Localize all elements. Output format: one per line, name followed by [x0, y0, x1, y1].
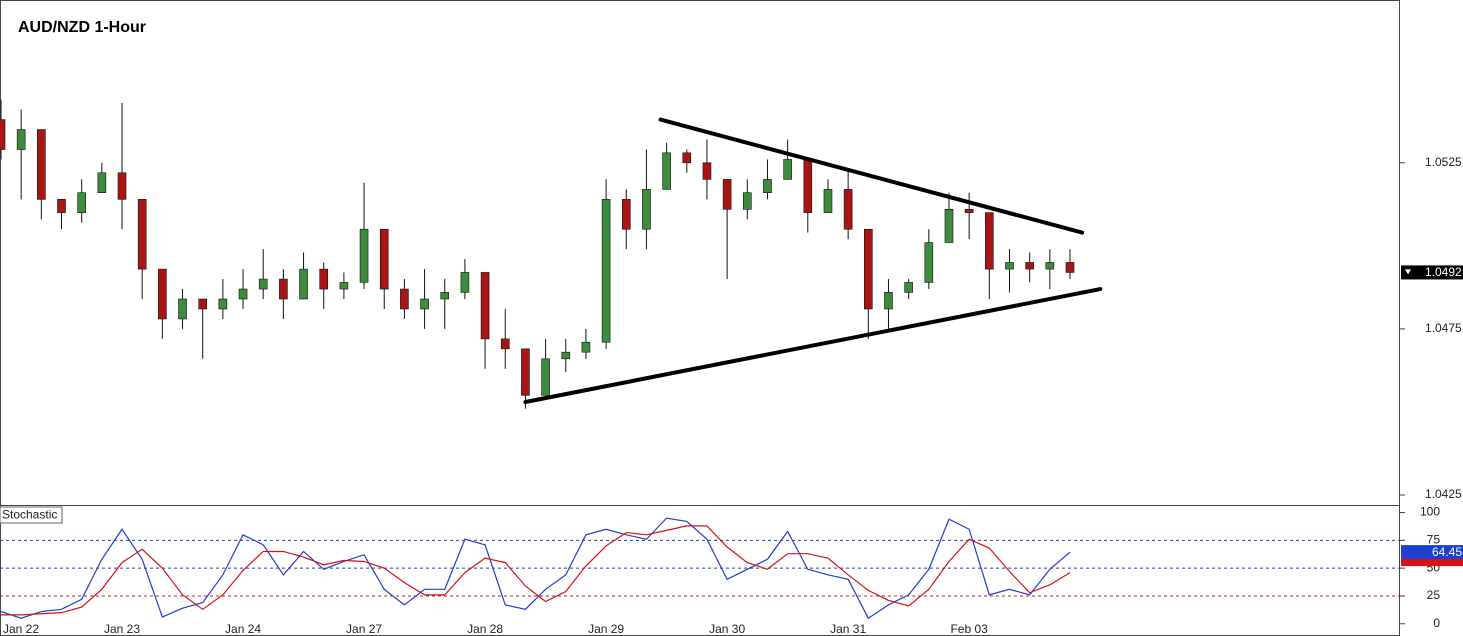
x-tick-label: Jan 24 [225, 622, 261, 636]
value-label-box [1401, 545, 1463, 560]
candle-body [379, 228, 389, 290]
candle-body [783, 159, 792, 180]
candle-body [864, 228, 873, 310]
candle-body [521, 348, 530, 396]
candle-body [258, 278, 268, 290]
candle-body [843, 189, 853, 230]
value-label-box-d [1401, 558, 1463, 567]
candle-body [420, 298, 429, 310]
candle-body [178, 298, 187, 320]
indicator-title: Stochastic [2, 508, 57, 522]
y-tick-label: 100 [1420, 505, 1440, 519]
candle-body [763, 179, 772, 193]
y-tick-label: 0 [1433, 616, 1440, 630]
y-tick-label: 1.0475 [1425, 321, 1462, 335]
candle-body [944, 209, 954, 243]
candle-body [319, 268, 329, 290]
trendline [658, 117, 1085, 235]
x-tick-label: Jan 29 [588, 622, 624, 636]
candle-body [541, 358, 550, 396]
stochastic-line [1, 525, 1071, 616]
candle-body [1005, 262, 1014, 270]
candle-body [601, 199, 611, 343]
candle-body [1025, 262, 1034, 270]
candle-body [581, 341, 591, 353]
candle-body [460, 272, 470, 293]
y-tick-label: 75 [1427, 533, 1441, 547]
candle-body [803, 159, 813, 213]
y-tick-label: 1.0425 [1425, 487, 1462, 501]
candle-body [823, 189, 833, 213]
candle-body [1065, 262, 1075, 273]
candle-body [1045, 262, 1055, 270]
candle-body [964, 209, 974, 213]
candle-body [702, 162, 712, 180]
candle-body [299, 268, 308, 300]
candle-body [682, 152, 692, 164]
candle-body [339, 282, 349, 290]
candle-body [924, 242, 934, 283]
candle-body [561, 351, 571, 360]
stochastic-value-label: 64.45 [1432, 545, 1462, 559]
candle-body [158, 268, 167, 320]
candle-body [359, 228, 369, 283]
candle-body [621, 199, 631, 230]
candle-body [722, 179, 732, 210]
candle-body [904, 282, 913, 293]
trendline [523, 287, 1103, 405]
candle-body [279, 278, 288, 300]
candle-body [480, 272, 490, 340]
x-tick-label: Jan 28 [467, 622, 503, 636]
x-tick-label: Jan 22 [3, 622, 39, 636]
x-tick-label: Jan 27 [346, 622, 382, 636]
candle-body [884, 292, 893, 310]
candle-body [16, 129, 26, 150]
candle-body [117, 172, 127, 200]
candle-body [238, 288, 248, 300]
price-pane [0, 99, 1103, 409]
candle-body [985, 212, 994, 270]
last-price-arrow [1405, 269, 1411, 275]
stochastic-pane [0, 517, 1400, 620]
candle-body [500, 338, 510, 350]
candle-body [37, 129, 46, 200]
candle-body [97, 172, 107, 193]
candle-body [440, 292, 450, 300]
candle-body [57, 199, 66, 213]
candle-body [218, 298, 228, 310]
x-tick-label: Jan 31 [830, 622, 866, 636]
x-tick-label: Jan 30 [709, 622, 745, 636]
x-tick-label: Feb 03 [950, 622, 988, 636]
last-price-box [1401, 265, 1463, 280]
candle-body [742, 192, 752, 210]
chart-title: AUD/NZD 1-Hour [18, 19, 146, 36]
candle-body [662, 152, 671, 190]
stochastic-line [0, 517, 1071, 620]
candle-body [400, 288, 409, 310]
candle-body [198, 298, 207, 310]
candle-body [642, 189, 651, 230]
indicator-label-box [0, 506, 63, 524]
candle-body [137, 199, 147, 270]
y-tick-label: 25 [1427, 588, 1441, 602]
y-tick-label: 1.0525 [1425, 155, 1462, 169]
last-price-label: 1.0492 [1425, 265, 1462, 279]
candle-body [77, 192, 86, 213]
candle-body [0, 119, 6, 150]
x-tick-label: Jan 23 [104, 622, 140, 636]
